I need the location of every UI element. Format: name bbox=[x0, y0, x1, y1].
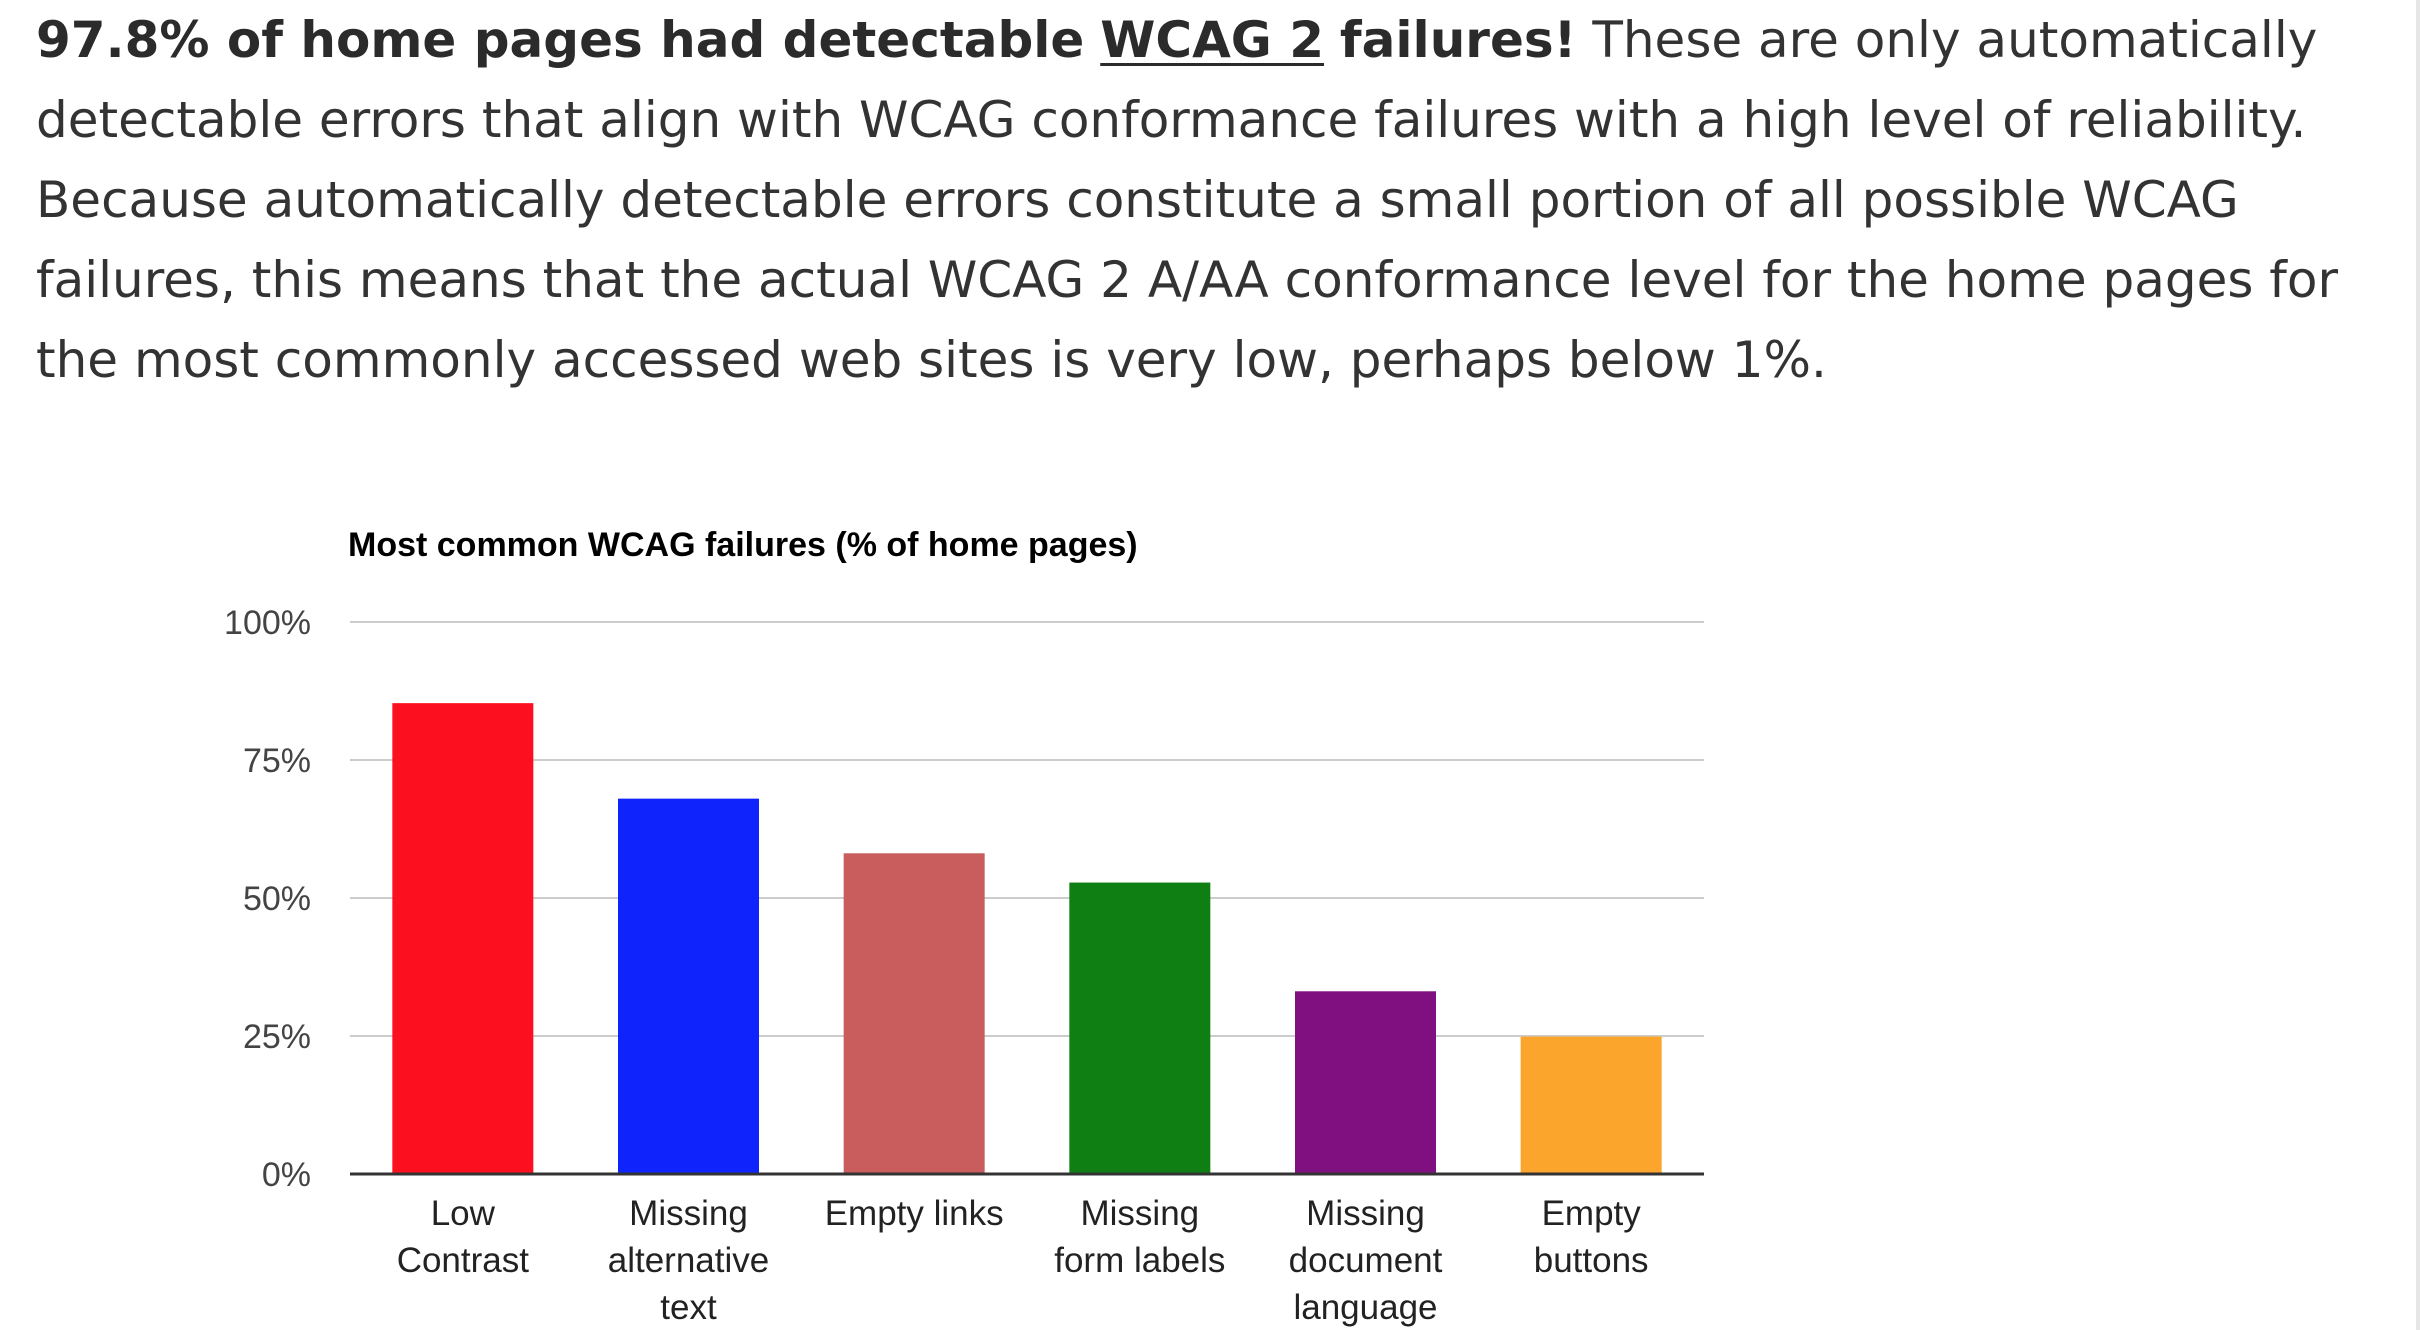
x-tick-label-line: text bbox=[660, 1288, 717, 1327]
x-tick-label: Missing alternative text bbox=[608, 1194, 769, 1327]
intro-paragraph: 97.8% of home pages had detectable WCAG … bbox=[36, 0, 2356, 400]
page-edge-divider bbox=[2416, 0, 2420, 1330]
x-tick-label-line: Empty links bbox=[825, 1194, 1004, 1233]
x-tick-label-line: buttons bbox=[1534, 1241, 1649, 1280]
gridlines bbox=[350, 621, 1704, 1037]
intro-line-3: Because automatically detectable errors … bbox=[36, 171, 2239, 229]
y-tick-label: 75% bbox=[243, 742, 311, 780]
x-tick-label-line: Contrast bbox=[397, 1241, 530, 1280]
x-tick-label-line: Low bbox=[431, 1194, 496, 1233]
intro-bold-prefix: 97.8% of home pages had detectable bbox=[36, 11, 1085, 69]
bar bbox=[1069, 882, 1211, 1174]
y-tick-label: 0% bbox=[262, 1156, 311, 1194]
x-tick-label: Low Contrast bbox=[397, 1194, 530, 1280]
x-tick-label-line: language bbox=[1293, 1288, 1437, 1327]
y-tick-label: 100% bbox=[224, 604, 311, 642]
x-tick-label-line: Missing bbox=[1306, 1194, 1425, 1233]
x-tick-label-line: Missing bbox=[629, 1194, 748, 1233]
y-tick-label: 25% bbox=[243, 1018, 311, 1056]
x-tick-label: Empty links bbox=[825, 1194, 1004, 1233]
y-axis-ticks: 0% 25% 50% 75% 100% bbox=[224, 604, 311, 1194]
intro-bold-suffix: failures! bbox=[1339, 11, 1577, 69]
bar bbox=[1295, 991, 1436, 1174]
x-axis-labels: Low Contrast Missing alternative text Empty l… bbox=[397, 1194, 1649, 1327]
bar bbox=[843, 853, 985, 1174]
x-tick-label-line: form labels bbox=[1054, 1241, 1225, 1280]
intro-line-2: detectable errors that align with WCAG c… bbox=[36, 91, 2307, 149]
intro-line-4: failures, this means that the actual WCA… bbox=[36, 251, 2339, 309]
x-tick-label-line: alternative bbox=[608, 1241, 769, 1280]
intro-line-5: the most commonly accessed web sites is … bbox=[36, 331, 1827, 389]
x-tick-label: Missing form labels bbox=[1054, 1194, 1225, 1280]
intro-line-1-rest: These are only automatically bbox=[1592, 11, 2318, 69]
y-tick-label: 50% bbox=[243, 880, 311, 918]
wcag2-link[interactable]: WCAG 2 bbox=[1100, 11, 1325, 69]
x-tick-label-line: document bbox=[1289, 1241, 1443, 1280]
bar bbox=[618, 798, 759, 1174]
bar bbox=[392, 703, 534, 1174]
intro-line-1: 97.8% of home pages had detectable WCAG … bbox=[36, 0, 2356, 80]
x-tick-label: Empty buttons bbox=[1534, 1194, 1649, 1280]
x-tick-label-line: Empty bbox=[1542, 1194, 1642, 1233]
x-tick-label-line: Missing bbox=[1081, 1194, 1200, 1233]
chart-title: Most common WCAG failures (% of home pag… bbox=[348, 526, 1138, 564]
bar bbox=[1520, 1036, 1662, 1174]
bars bbox=[392, 703, 1662, 1174]
x-tick-label: Missing document language bbox=[1289, 1194, 1443, 1327]
